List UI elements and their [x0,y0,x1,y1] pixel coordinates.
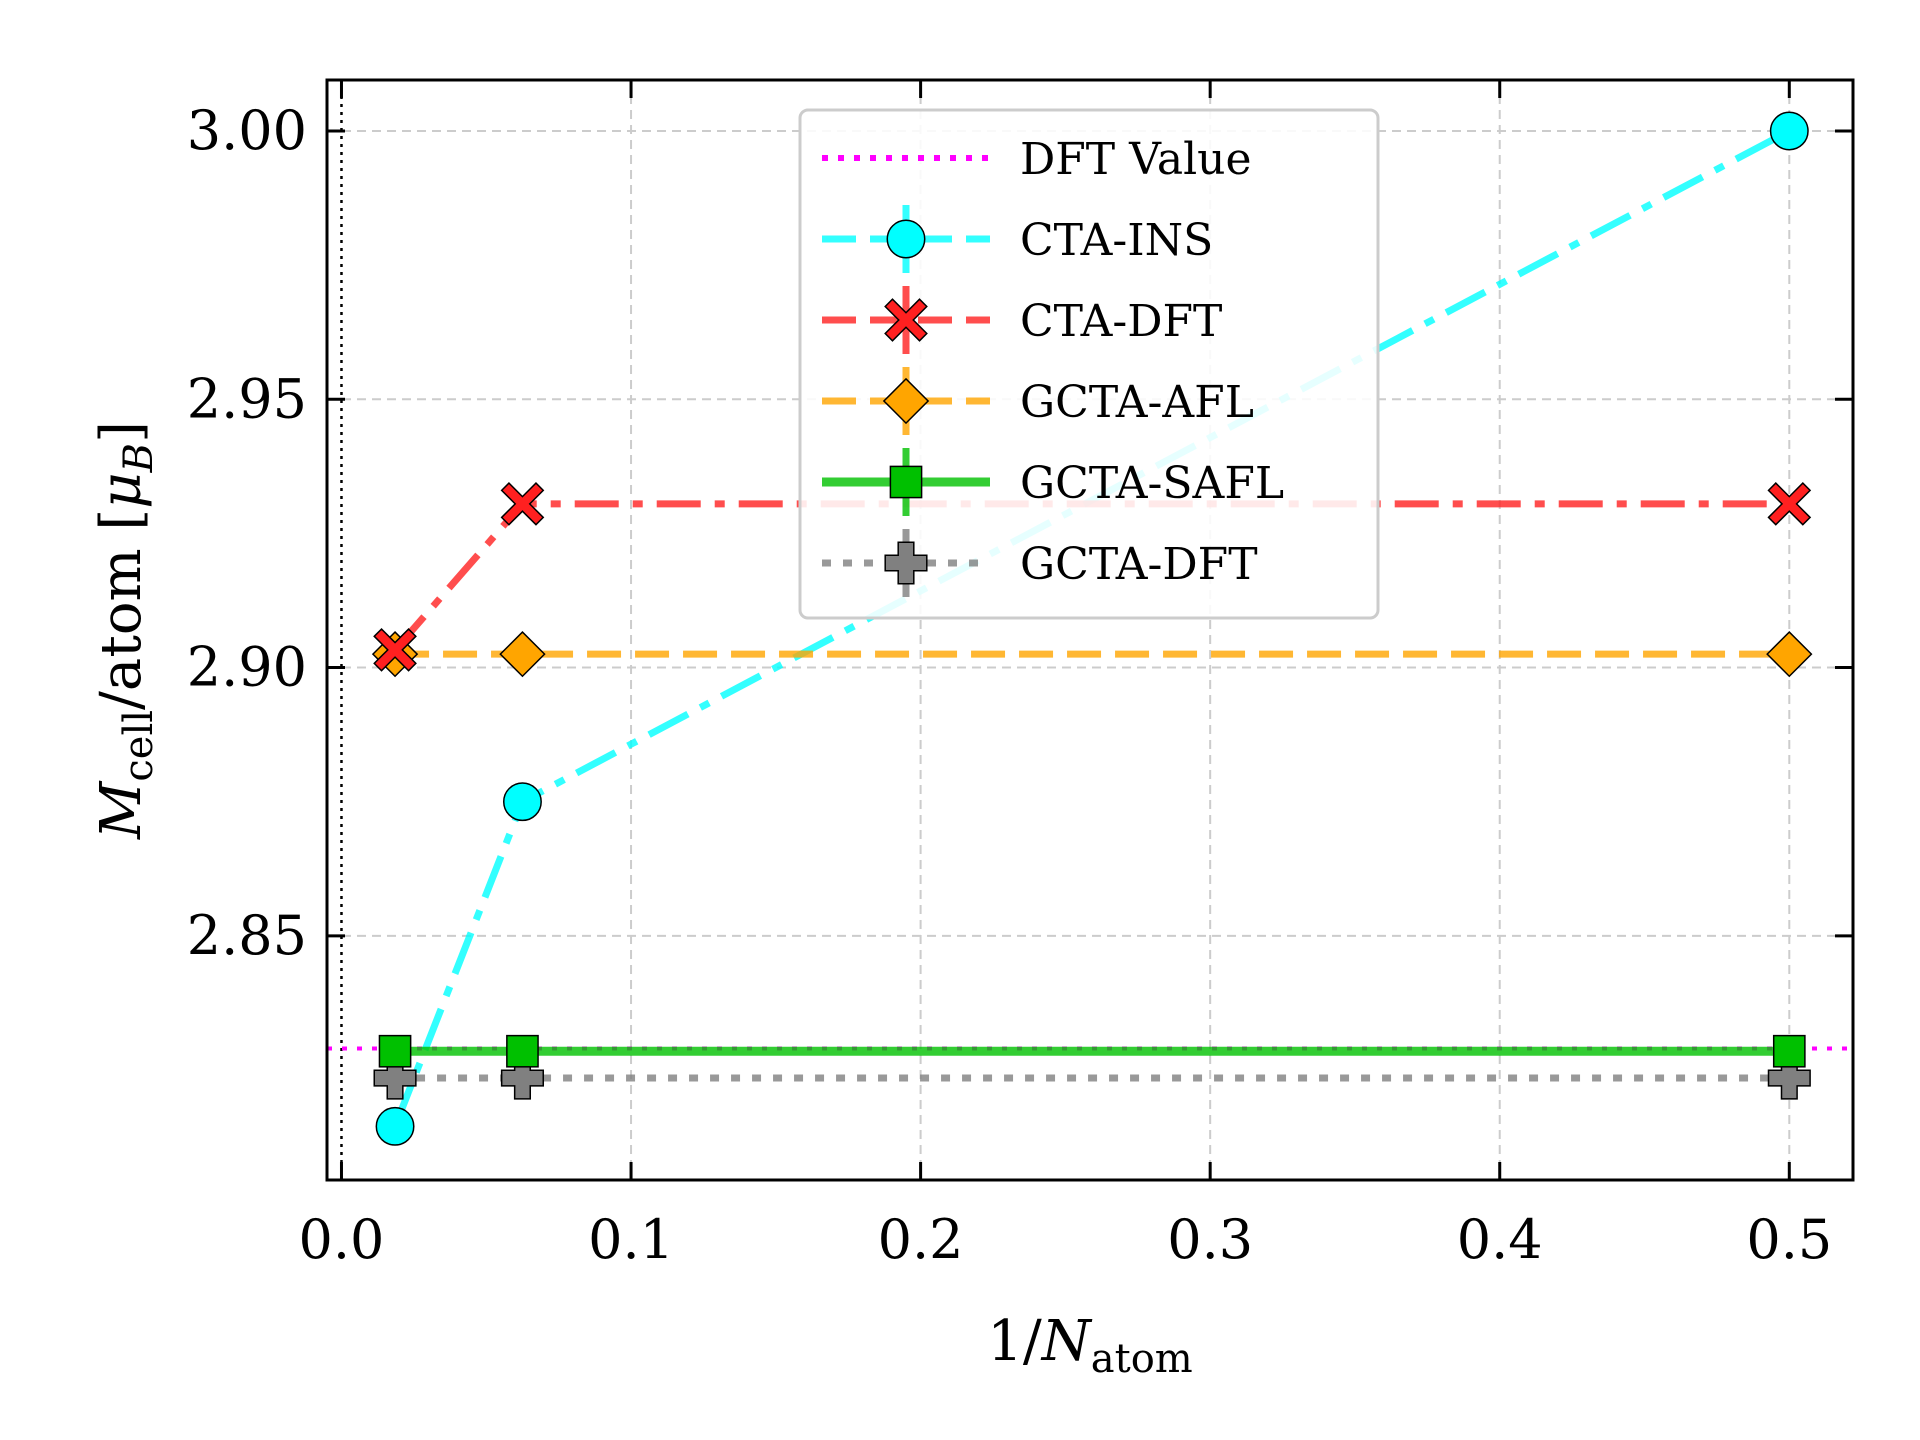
x-tick-label: 0.0 [299,1208,385,1271]
x-tick-label: 0.4 [1457,1208,1543,1271]
legend-marker-gcta-dft [884,541,928,585]
x-tick-label: 0.3 [1167,1208,1253,1271]
legend-marker-cta-dft [884,298,928,342]
data-point-cta-ins [375,1106,415,1146]
legend-label-gcta-dft: GCTA-DFT [1020,539,1258,590]
y-tick-label: 2.95 [187,367,307,430]
data-point-gcta-safl [1772,1034,1806,1068]
legend: DFT Value CTA-INS CTA-DFT GCTA-AFL GCTA-SAFL… [798,108,1380,620]
legend-label-gcta-afl: GCTA-AFL [1020,377,1254,428]
data-point-gcta-dft [373,1056,417,1100]
data-point-gcta-safl [378,1034,412,1068]
x-tick-label: 0.2 [878,1208,964,1271]
data-point-cta-dft [1767,482,1812,526]
legend-marker-gcta-safl [889,465,923,499]
legend-marker-cta-ins [886,219,926,259]
legend-label-dft-value: DFT Value [1020,134,1252,185]
y-tick-label: 2.90 [187,636,307,699]
data-point-gcta-afl [499,630,546,678]
legend-label-gcta-safl: GCTA-SAFL [1020,458,1284,509]
ticks: 0.0 0.1 0.2 0.3 0.4 0.5 2.85 2.90 2.95 3.00 [187,80,1853,1271]
data-point-cta-dft [500,482,545,526]
y-tick-label: 3.00 [187,99,307,162]
x-axis-label: 1/Natom [987,1309,1192,1382]
plot-frame [325,78,1855,1182]
data-point-cta-ins [502,782,542,822]
legend-label-cta-dft: CTA-DFT [1020,296,1222,347]
data-point-gcta-afl [1766,630,1813,678]
data-point-cta-ins [1769,111,1809,151]
x-tick-label: 0.5 [1746,1208,1832,1271]
x-tick-label: 0.1 [588,1208,674,1271]
y-tick-label: 2.85 [187,904,307,967]
data-point-cta-dft [373,627,417,672]
data-point-gcta-dft [500,1056,545,1100]
data-point-gcta-safl [506,1034,539,1068]
data-point-gcta-dft [1767,1056,1811,1100]
legend-marker-gcta-afl [882,377,930,425]
y-axis-label: Mcell/atom [μB] [89,421,162,840]
series-layer [327,111,1853,1146]
legend-label-cta-ins: CTA-INS [1020,215,1213,266]
